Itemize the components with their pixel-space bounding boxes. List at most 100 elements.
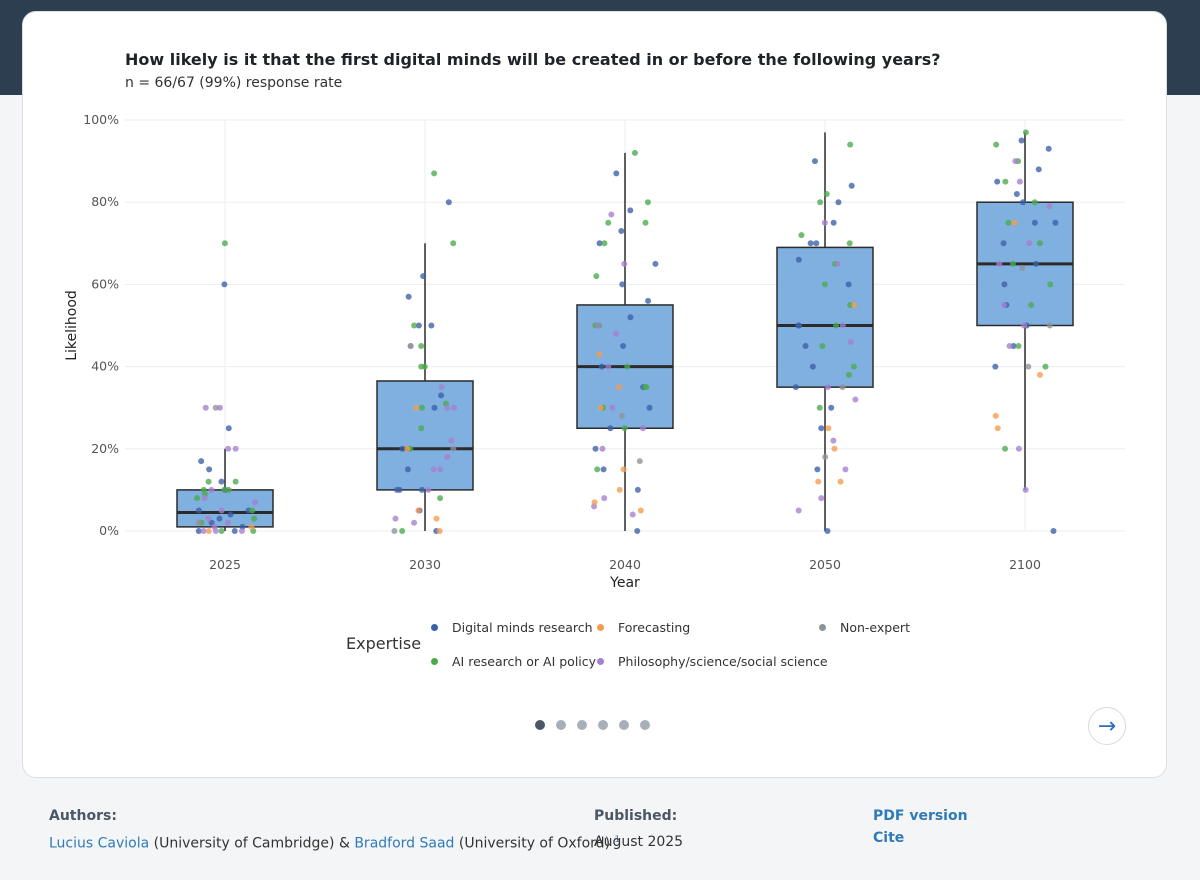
data-point [792,384,799,391]
cite-link[interactable]: Cite [873,830,905,846]
legend: Expertise Digital minds research Forecas… [23,12,1168,669]
arrow-right-icon: → [1097,713,1117,739]
box-iqr-2025 [176,489,274,528]
data-point [1002,178,1009,185]
data-point [620,466,627,473]
data-point [816,404,823,411]
data-point [616,486,623,493]
data-point [817,199,824,206]
data-point [613,170,620,177]
y-tick-label: 20% [91,441,119,456]
data-point [1035,166,1042,173]
data-point [418,343,425,350]
data-point [634,486,641,493]
data-point [809,363,816,370]
data-point [640,425,647,432]
x-tick-label: 2030 [409,557,441,572]
data-point [642,219,649,226]
pager-dot-5[interactable] [619,720,629,730]
author-link-saad[interactable]: Bradford Saad [354,835,455,852]
legend-label: Philosophy/science/social science [618,654,828,669]
data-point [404,466,411,473]
data-point [822,454,829,461]
y-tick-label: 100% [83,112,119,127]
data-point [798,232,805,239]
data-point [607,425,614,432]
pager-dot-6[interactable] [640,720,650,730]
data-point [227,511,234,518]
data-point [825,425,832,432]
data-point [848,182,855,189]
data-point [224,519,231,526]
author-affiliation: (University of Oxford) [458,835,611,852]
data-point [847,301,854,308]
data-point [1022,129,1029,136]
x-tick-label: 2050 [809,557,841,572]
data-point [195,507,202,514]
pager-dot-4[interactable] [598,720,608,730]
data-point [450,445,457,452]
data-point [445,199,452,206]
next-slide-button[interactable]: → [1088,707,1126,745]
data-point [624,363,631,370]
data-point [813,240,820,247]
data-point [1006,343,1013,350]
data-point [205,528,212,534]
author-link-caviola[interactable]: Lucius Caviola [49,835,150,852]
data-point [593,273,600,280]
data-point [1036,371,1043,378]
data-point [637,507,644,514]
data-point [992,412,999,419]
data-point [433,515,440,522]
data-point [202,404,209,411]
data-point [407,343,414,350]
data-point [811,158,818,165]
data-point [231,528,238,534]
pager-dot-2[interactable] [556,720,566,730]
data-point [601,495,608,502]
footnote-mark[interactable]: 1 [614,835,621,845]
data-point [437,466,444,473]
data-point [1031,199,1038,206]
data-point [996,260,1003,267]
legend-item-ai-research: AI research or AI policy [431,654,596,669]
pager-dot-1[interactable] [535,720,545,730]
data-point [415,322,422,329]
data-point [1019,264,1026,271]
data-point [598,363,605,370]
data-point [795,322,802,329]
published-label: Published: [594,808,678,824]
data-point [851,301,858,308]
data-point [430,466,437,473]
legend-dot [597,658,604,665]
data-point [194,495,201,502]
data-point [646,404,653,411]
data-point [1019,199,1026,206]
data-point [404,445,411,452]
data-point [819,343,826,350]
data-point [828,404,835,411]
data-point [425,486,432,493]
y-axis-title: Likelihood [64,290,80,361]
data-point [405,293,412,300]
pdf-version-link[interactable]: PDF version [873,808,968,824]
box-plot-chart: 0% 20% 40% 60% 80% 100% 2025 2030 2040 2050 2100 Ye… [64,112,1125,591]
legend-dot [431,624,438,631]
data-point [631,149,638,156]
data-point [835,199,842,206]
data-point [847,338,854,345]
data-point [845,281,852,288]
data-point [437,495,444,502]
data-point [399,528,406,534]
data-point [428,322,435,329]
y-tick-label: 40% [91,359,119,374]
data-point [431,170,438,177]
data-point [818,425,825,432]
data-point [824,384,831,391]
legend-label: Digital minds research [452,620,593,635]
legend-item-forecasting: Forecasting [597,620,690,635]
data-point [451,404,458,411]
data-point [618,412,625,419]
data-point [212,528,219,534]
pager-dot-3[interactable] [577,720,587,730]
